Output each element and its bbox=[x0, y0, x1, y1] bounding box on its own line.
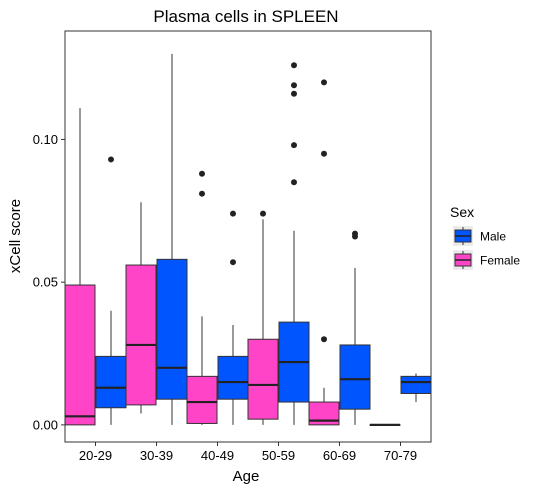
box-female-20-29 bbox=[64, 284, 96, 426]
outlier-female-60-69 bbox=[321, 79, 327, 86]
outlier-male-40-49 bbox=[230, 210, 236, 217]
outlier-female-50-59 bbox=[260, 210, 266, 217]
box-male-20-29 bbox=[95, 355, 127, 409]
box-male-40-49 bbox=[217, 355, 249, 400]
outlier-female-40-49 bbox=[199, 170, 205, 177]
box-series-group bbox=[64, 53, 432, 426]
outlier-female-60-69 bbox=[321, 336, 327, 343]
x-tick-label: 70-79 bbox=[384, 448, 417, 463]
outlier-female-60-69 bbox=[321, 150, 327, 157]
y-tick-label: 0.05 bbox=[33, 275, 58, 290]
y-tick-label: 0.10 bbox=[33, 132, 58, 147]
x-tick-label: 30-39 bbox=[140, 448, 173, 463]
legend: Sex Male Female bbox=[450, 204, 520, 270]
y-axis-title: xCell score bbox=[7, 199, 24, 273]
box-male-70-79 bbox=[400, 375, 432, 394]
box-female-40-49 bbox=[186, 375, 218, 424]
outlier-male-50-59 bbox=[291, 82, 297, 89]
legend-title: Sex bbox=[450, 204, 474, 220]
box-female-30-39 bbox=[125, 264, 157, 406]
box-male-60-69 bbox=[339, 344, 371, 410]
chart-title: Plasma cells in SPLEEN bbox=[153, 7, 338, 26]
x-tick-label: 20-29 bbox=[79, 448, 112, 463]
x-tick-label: 50-59 bbox=[262, 448, 295, 463]
outlier-male-50-59 bbox=[291, 90, 297, 97]
outlier-male-60-69 bbox=[352, 230, 358, 237]
outlier-male-50-59 bbox=[291, 142, 297, 149]
outlier-male-50-59 bbox=[291, 62, 297, 69]
x-axis: 20-29 30-39 40-49 50-59 60-69 70-79 bbox=[79, 442, 417, 463]
y-tick-label: 0.00 bbox=[33, 417, 58, 432]
box-female-60-69 bbox=[308, 401, 340, 426]
x-tick-label: 60-69 bbox=[323, 448, 356, 463]
outlier-female-40-49 bbox=[199, 190, 205, 197]
x-axis-title: Age bbox=[233, 468, 260, 485]
outlier-male-50-59 bbox=[291, 179, 297, 186]
x-tick-label: 40-49 bbox=[201, 448, 234, 463]
box-female-50-59 bbox=[247, 338, 279, 420]
legend-label-female: Female bbox=[480, 254, 520, 268]
outlier-male-20-29 bbox=[108, 156, 114, 163]
legend-label-male: Male bbox=[480, 230, 506, 244]
outlier-male-40-49 bbox=[230, 259, 236, 266]
box-male-30-39 bbox=[156, 258, 188, 400]
y-axis: 0.00 0.05 0.10 bbox=[33, 132, 65, 432]
